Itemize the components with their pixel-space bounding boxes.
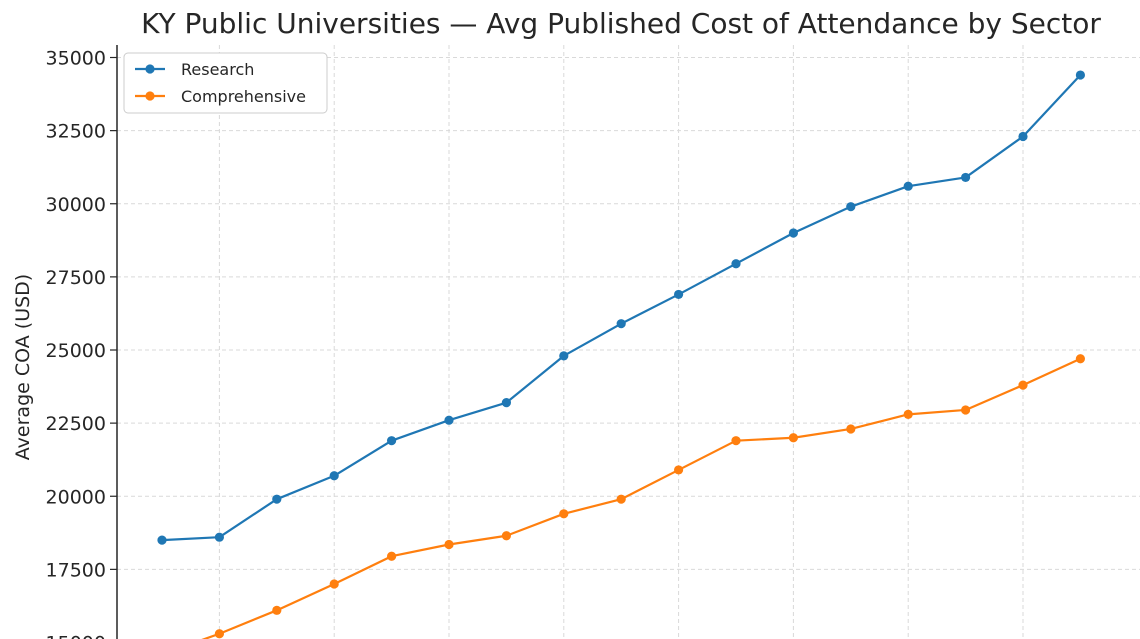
data-point-research xyxy=(559,351,569,361)
data-point-research xyxy=(903,181,913,191)
data-point-comprehensive xyxy=(559,509,569,519)
data-point-comprehensive xyxy=(387,551,397,561)
y-tick-label: 30000 xyxy=(46,194,106,216)
series-line-research xyxy=(161,74,1082,542)
data-point-research xyxy=(616,319,626,329)
data-point-comprehensive xyxy=(1018,380,1028,390)
data-point-research xyxy=(444,415,454,425)
data-point-research xyxy=(501,398,511,408)
data-point-comprehensive xyxy=(272,605,282,615)
data-point-comprehensive xyxy=(674,465,684,475)
data-point-comprehensive xyxy=(788,433,799,443)
y-tick-label: 35000 xyxy=(46,48,106,70)
legend-label-research: Research xyxy=(181,60,254,79)
legend-marker-comprehensive xyxy=(145,91,155,101)
data-point-research xyxy=(788,228,799,238)
data-point-comprehensive xyxy=(1075,354,1085,364)
data-point-research xyxy=(731,259,741,269)
y-tick-label: 20000 xyxy=(46,486,106,508)
data-point-comprehensive xyxy=(616,494,626,504)
data-point-research xyxy=(387,436,397,446)
data-point-comprehensive xyxy=(846,424,856,434)
data-point-comprehensive xyxy=(501,531,511,541)
data-point-comprehensive xyxy=(961,405,971,415)
y-tick-label: 15000 xyxy=(46,633,106,639)
y-axis-label: Average COA (USD) xyxy=(12,274,34,460)
legend: Research Comprehensive xyxy=(123,52,328,114)
y-tick-label: 27500 xyxy=(46,267,106,289)
legend-label-comprehensive: Comprehensive xyxy=(181,87,306,106)
data-point-research xyxy=(272,494,282,504)
data-point-comprehensive xyxy=(329,579,339,589)
legend-box xyxy=(123,52,328,114)
data-point-comprehensive xyxy=(214,629,224,639)
data-point-research xyxy=(157,535,167,545)
legend-marker-research xyxy=(145,64,155,74)
y-tick-label: 22500 xyxy=(46,413,106,435)
y-tick-label: 17500 xyxy=(46,559,106,581)
data-point-research xyxy=(961,172,971,183)
chart-title: KY Public Universities — Avg Published C… xyxy=(141,7,1101,40)
data-point-research xyxy=(329,471,339,481)
gridlines xyxy=(117,45,1140,639)
data-point-research xyxy=(674,289,684,300)
y-tick-label: 32500 xyxy=(46,121,106,143)
data-point-comprehensive xyxy=(903,409,913,419)
data-point-comprehensive xyxy=(731,436,741,446)
data-point-research xyxy=(1075,70,1085,80)
data-point-comprehensive xyxy=(444,539,454,550)
series-lines xyxy=(157,70,1085,639)
data-point-research xyxy=(214,532,224,542)
y-tick-label: 25000 xyxy=(46,340,106,362)
y-ticks: 15000 17500 20000 22500 25000 27500 30000 32500… xyxy=(46,48,117,639)
data-point-research xyxy=(846,202,856,212)
data-point-research xyxy=(1018,131,1028,142)
